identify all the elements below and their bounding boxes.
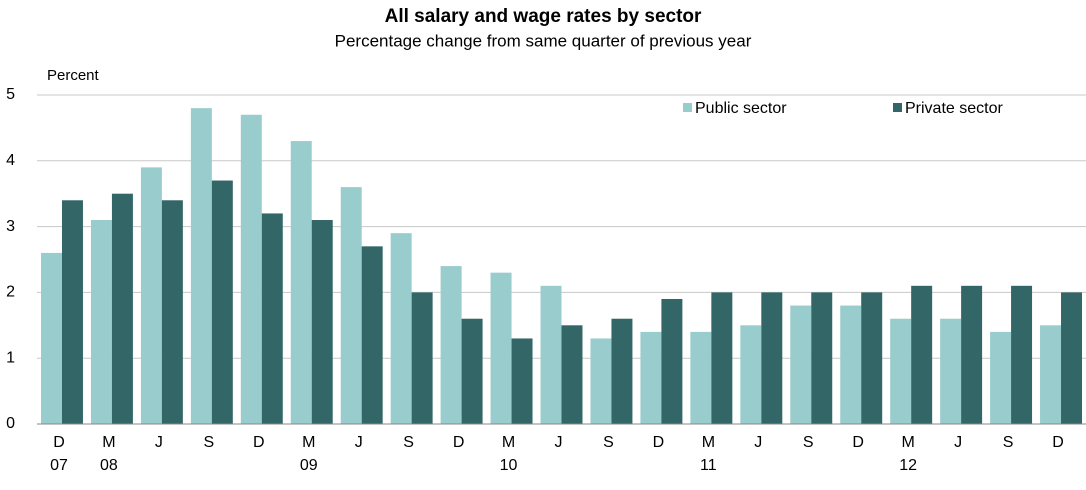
bar xyxy=(311,220,333,424)
x-tick-label: D xyxy=(453,434,465,451)
x-year-label: 12 xyxy=(899,457,917,474)
x-tick-label: D xyxy=(852,434,864,451)
y-axis-label: Percent xyxy=(47,67,100,84)
bar xyxy=(940,318,962,424)
bar xyxy=(961,285,983,424)
bar xyxy=(911,285,933,424)
bar xyxy=(611,318,633,424)
x-tick-label: S xyxy=(1003,434,1014,451)
bar xyxy=(861,292,883,424)
y-tick-label: 1 xyxy=(6,349,15,366)
bar xyxy=(740,325,762,424)
bar xyxy=(261,213,283,424)
bar xyxy=(490,272,512,424)
bar xyxy=(661,298,683,424)
legend-swatch xyxy=(683,103,692,112)
x-tick-label: S xyxy=(603,434,614,451)
bar xyxy=(161,200,183,424)
x-year-label: 09 xyxy=(300,457,318,474)
bar xyxy=(590,338,612,424)
bar xyxy=(761,292,783,424)
bar xyxy=(640,331,662,424)
bar xyxy=(561,325,583,424)
legend-label: Private sector xyxy=(905,100,1003,117)
bar xyxy=(211,180,233,424)
bar xyxy=(840,305,862,424)
bar xyxy=(61,200,83,424)
x-tick-label: M xyxy=(702,434,715,451)
x-tick-label: J xyxy=(954,434,962,451)
x-tick-label: S xyxy=(403,434,414,451)
bar xyxy=(240,114,262,425)
bar xyxy=(361,246,383,424)
x-tick-label: J xyxy=(355,434,363,451)
bar xyxy=(90,220,112,424)
x-tick-label: J xyxy=(155,434,163,451)
x-tick-label: J xyxy=(555,434,563,451)
x-tick-label: S xyxy=(803,434,814,451)
bar xyxy=(790,305,812,424)
x-tick-label: M xyxy=(102,434,115,451)
x-tick-label: D xyxy=(653,434,665,451)
x-tick-label: D xyxy=(253,434,265,451)
bar xyxy=(1061,292,1083,424)
chart-subtitle: Percentage change from same quarter of p… xyxy=(335,31,752,50)
x-year-label: 07 xyxy=(50,457,68,474)
legend-label: Public sector xyxy=(695,100,787,117)
chart-title: All salary and wage rates by sector xyxy=(385,6,702,27)
bar xyxy=(990,331,1012,424)
bar xyxy=(811,292,833,424)
bar xyxy=(111,193,133,424)
y-tick-label: 0 xyxy=(6,415,15,432)
bar xyxy=(1040,325,1062,424)
legend-swatch xyxy=(893,103,902,112)
x-tick-label: M xyxy=(302,434,315,451)
bar xyxy=(440,266,462,424)
bar xyxy=(290,141,312,424)
x-tick-label: S xyxy=(203,434,214,451)
bar xyxy=(890,318,912,424)
bar xyxy=(690,331,712,424)
bar xyxy=(140,167,162,424)
x-tick-label: M xyxy=(502,434,515,451)
y-tick-label: 2 xyxy=(6,284,15,301)
y-tick-label: 4 xyxy=(6,152,15,169)
bar xyxy=(390,233,412,424)
bar xyxy=(411,292,433,424)
bar xyxy=(511,338,533,424)
y-tick-label: 3 xyxy=(6,218,15,235)
x-year-label: 08 xyxy=(100,457,118,474)
x-year-label: 11 xyxy=(700,457,717,474)
y-tick-label: 5 xyxy=(6,86,15,103)
bar xyxy=(461,318,483,424)
bar xyxy=(340,187,362,424)
bar xyxy=(40,252,62,424)
bar xyxy=(540,285,562,424)
x-tick-label: J xyxy=(754,434,762,451)
x-tick-label: M xyxy=(902,434,915,451)
x-year-label: 10 xyxy=(500,457,518,474)
x-tick-label: D xyxy=(53,434,65,451)
x-tick-label: D xyxy=(1052,434,1064,451)
bar xyxy=(190,108,212,424)
bar xyxy=(1011,285,1033,424)
bar xyxy=(711,292,733,424)
